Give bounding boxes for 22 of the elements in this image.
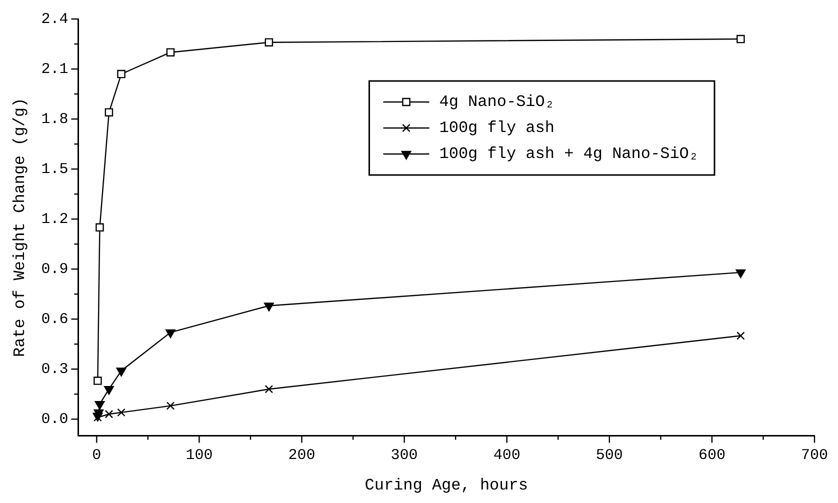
y-tick-label: 0.6 [41, 311, 68, 328]
x-tick-label: 300 [390, 446, 418, 464]
x-tick-label: 200 [288, 446, 316, 464]
y-tick-label: 1.2 [41, 211, 68, 228]
y-tick-label: 1.5 [41, 161, 68, 178]
x-tick-label: 0 [92, 446, 102, 464]
x-axis-title: Curing Age, hours [364, 476, 528, 495]
y-tick-label: 0.3 [41, 361, 68, 378]
legend-label: 100g fly ash + 4g Nano-SiO₂ [439, 145, 699, 164]
y-tick-label: 0.9 [41, 261, 68, 278]
x-tick-label: 600 [698, 446, 726, 464]
x-tick-label: 400 [493, 446, 520, 464]
legend-label: 4g Nano-SiO₂ [439, 93, 554, 112]
y-tick-label: 2.4 [41, 10, 68, 28]
y-tick-label: 1.8 [41, 111, 68, 128]
legend-label: 100g fly ash [439, 119, 554, 138]
y-axis-title: Rate of Weight Change (g/g) [10, 98, 29, 358]
y-tick-label: 0.0 [41, 411, 68, 428]
x-tick-label: 100 [186, 446, 213, 464]
y-tick-label: 2.1 [41, 60, 68, 78]
x-tick-label: 700 [800, 446, 828, 464]
x-tick-label: 500 [596, 446, 623, 464]
